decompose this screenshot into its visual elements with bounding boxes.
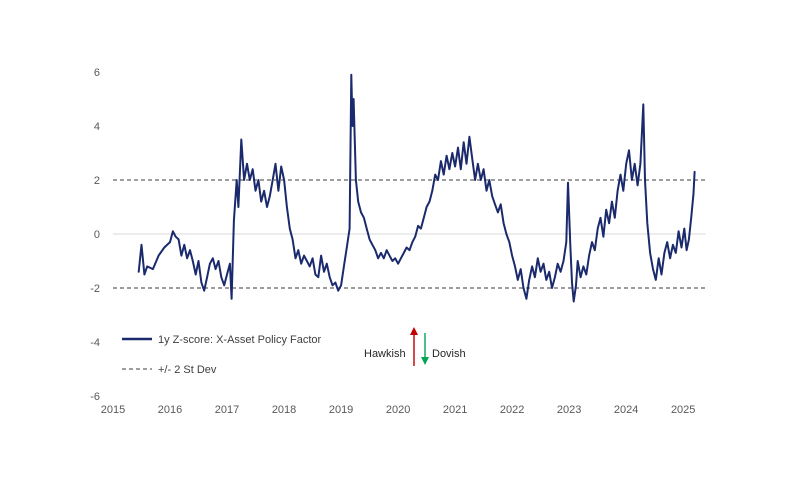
x-tick-label: 2024 bbox=[614, 404, 638, 416]
y-tick-label: 6 bbox=[94, 67, 100, 79]
hawkish-arrow-head bbox=[410, 327, 418, 335]
y-tick-label: -4 bbox=[90, 337, 100, 349]
x-tick-label: 2019 bbox=[329, 404, 353, 416]
legend: 1y Z-score: X-Asset Policy Factor +/- 2 S… bbox=[122, 334, 322, 376]
legend-label-std-dev: +/- 2 St Dev bbox=[158, 364, 217, 376]
x-tick-label: 2022 bbox=[500, 404, 524, 416]
y-axis: 6 4 2 0 -2 -4 -6 bbox=[90, 67, 100, 403]
y-tick-label: 4 bbox=[94, 121, 100, 133]
hawkish-label: Hawkish bbox=[364, 348, 406, 360]
x-tick-label: 2018 bbox=[272, 404, 296, 416]
x-tick-label: 2025 bbox=[671, 404, 695, 416]
z-score-series-line bbox=[137, 73, 696, 303]
y-tick-label: -2 bbox=[90, 283, 100, 295]
y-tick-label: -6 bbox=[90, 391, 100, 403]
annotations: Hawkish Dovish bbox=[364, 327, 466, 366]
x-tick-label: 2016 bbox=[158, 404, 182, 416]
x-tick-label: 2020 bbox=[386, 404, 410, 416]
legend-label-z-score: 1y Z-score: X-Asset Policy Factor bbox=[158, 334, 322, 346]
x-tick-label: 2017 bbox=[215, 404, 239, 416]
y-tick-label: 2 bbox=[94, 175, 100, 187]
series-layer bbox=[137, 73, 696, 303]
reference-lines-layer bbox=[113, 179, 706, 289]
x-axis: 2015 2016 2017 2018 2019 2020 2021 2022 2023 2024… bbox=[101, 404, 696, 416]
x-tick-label: 2021 bbox=[443, 404, 467, 416]
dovish-label: Dovish bbox=[432, 348, 466, 360]
y-tick-label: 0 bbox=[94, 229, 100, 241]
dovish-arrow-head bbox=[421, 357, 429, 365]
x-tick-label: 2023 bbox=[557, 404, 581, 416]
x-tick-label: 2015 bbox=[101, 404, 125, 416]
